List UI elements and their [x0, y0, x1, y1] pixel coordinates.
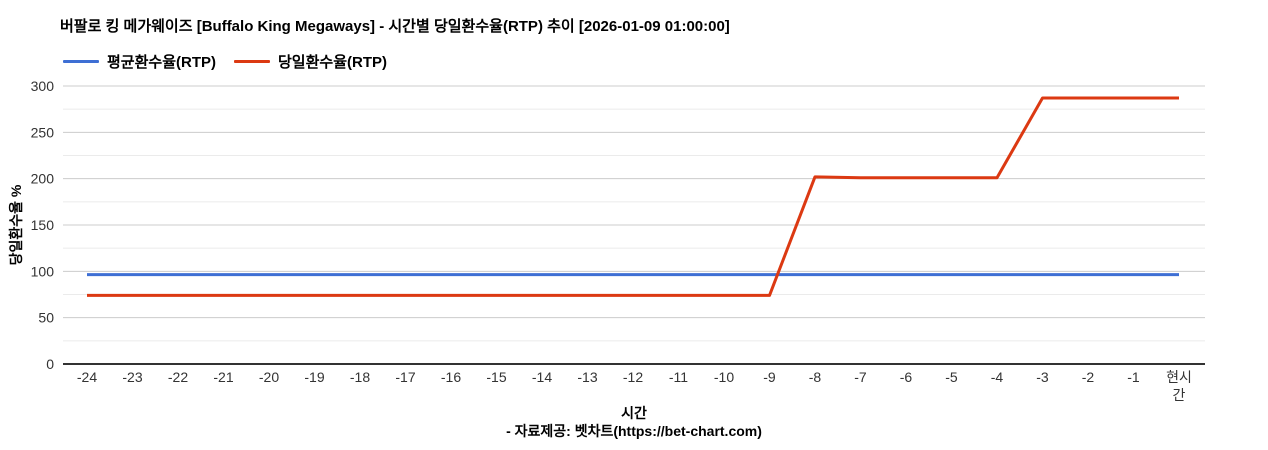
- legend-item-average-rtp: 평균환수율(RTP): [63, 51, 216, 72]
- y-tick-label: 0: [46, 356, 54, 372]
- legend-item-daily-rtp: 당일환수율(RTP): [234, 51, 387, 72]
- x-tick-label: -18: [350, 369, 370, 385]
- x-tick-label: 현시 간: [1166, 369, 1192, 403]
- y-tick-label: 50: [38, 310, 54, 326]
- x-tick-label: -24: [77, 369, 97, 385]
- y-tick-label: 200: [31, 171, 55, 187]
- y-tick-label: 300: [31, 78, 55, 94]
- x-tick-label: -23: [122, 369, 142, 385]
- x-tick-label: -6: [900, 369, 913, 385]
- x-tick-label: -22: [168, 369, 188, 385]
- x-tick-label: -13: [577, 369, 597, 385]
- chart-legend: 평균환수율(RTP) 당일환수율(RTP): [63, 51, 387, 72]
- x-axis-title: 시간: [621, 405, 647, 421]
- x-tick-label: -11: [669, 369, 688, 385]
- x-tick-label: -20: [259, 369, 279, 385]
- x-tick-label: -10: [714, 369, 734, 385]
- x-tick-label: -21: [213, 369, 233, 385]
- y-tick-label: 250: [31, 124, 55, 140]
- x-tick-label: -16: [441, 369, 461, 385]
- x-tick-label: -2: [1082, 369, 1095, 385]
- x-tick-label: -14: [532, 369, 552, 385]
- x-tick-label: -1: [1127, 369, 1140, 385]
- x-tick-label: -9: [763, 369, 776, 385]
- series-line-daily-rtp[interactable]: [87, 96, 1179, 297]
- y-axis-title: 당일환수율 %: [8, 184, 24, 266]
- x-tick-label: -7: [854, 369, 867, 385]
- y-tick-label: 100: [31, 263, 55, 279]
- x-tick-label: -3: [1036, 369, 1049, 385]
- legend-label-daily-rtp: 당일환수율(RTP): [278, 54, 387, 71]
- average-rtp-line-swatch: [63, 60, 99, 63]
- x-tick-label: -4: [991, 369, 1004, 385]
- x-tick-label: -8: [809, 369, 822, 385]
- x-tick-label: -15: [486, 369, 506, 385]
- y-tick-label: 150: [31, 217, 55, 233]
- x-tick-label: -5: [945, 369, 958, 385]
- x-tick-label: -19: [304, 369, 324, 385]
- daily-rtp-line-swatch: [234, 60, 270, 63]
- legend-label-average-rtp: 평균환수율(RTP): [107, 54, 216, 71]
- data-source-credit: - 자료제공: 벳차트(https://bet-chart.com): [506, 423, 762, 439]
- x-tick-label: -12: [623, 369, 643, 385]
- x-tick-label: -17: [395, 369, 415, 385]
- chart-title: 버팔로 킹 메가웨이즈 [Buffalo King Megaways] - 시간…: [60, 18, 730, 35]
